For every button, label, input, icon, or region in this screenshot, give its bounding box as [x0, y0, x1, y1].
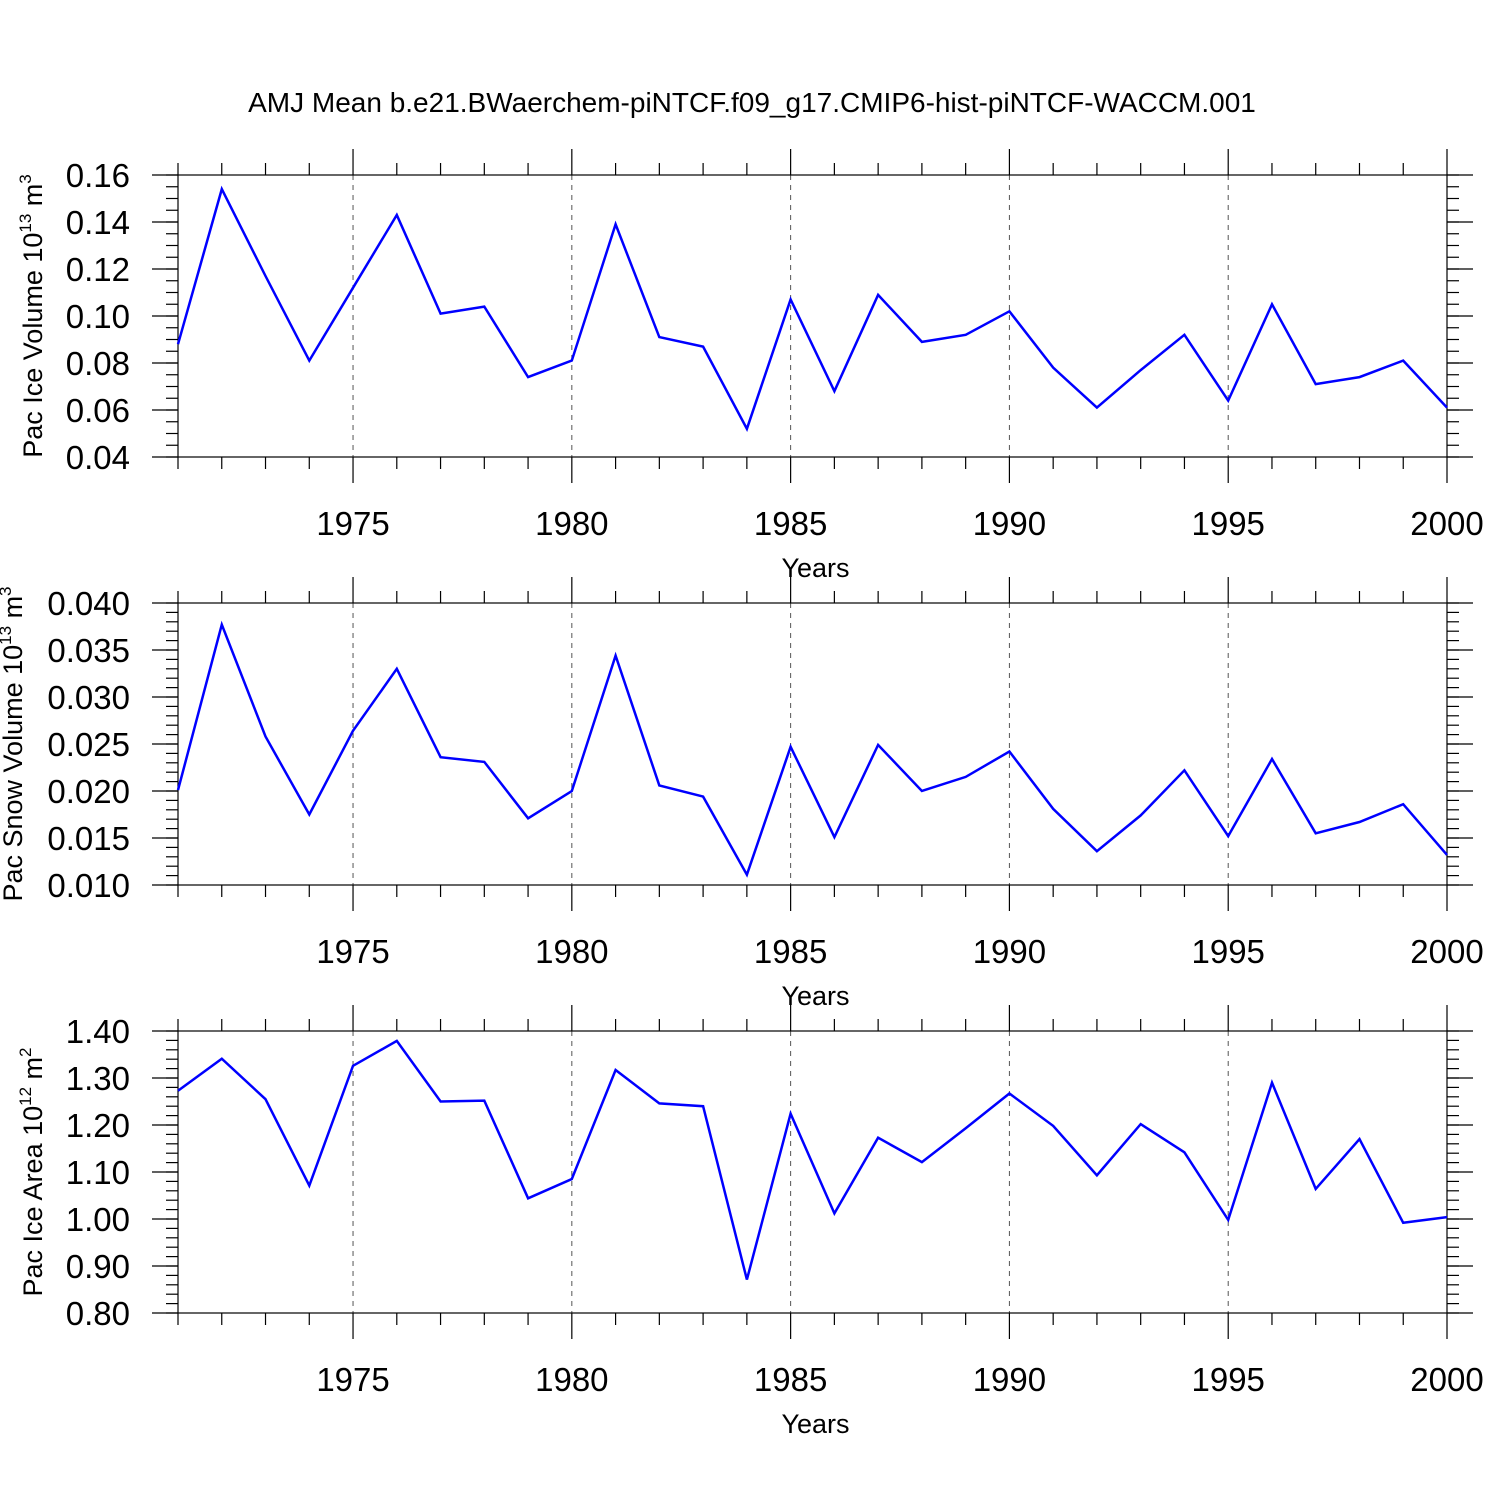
panels-container: 1975 1980 1985 1990 1995 2000 0.04 0.06 0.08 0.10… [0, 149, 1484, 1439]
y-tick-label: 0.035 [47, 632, 130, 669]
y-tick-label: 0.06 [66, 392, 130, 429]
x-tick-label-1975: 1975 [316, 933, 389, 970]
chart-panel-2: 1975 1980 1985 1990 1995 2000 0.010 0.015 0.020 0… [0, 577, 1484, 1011]
y-tick-label: 0.030 [47, 679, 130, 716]
y-tick-label: 0.08 [66, 345, 130, 382]
figure-title: AMJ Mean b.e21.BWaerchem-piNTCF.f09_g17.… [248, 87, 1256, 118]
y-tick-label: 0.14 [66, 204, 130, 241]
x-tick-label-1985: 1985 [754, 505, 827, 542]
y-tick-label: 0.025 [47, 726, 130, 763]
series-line-1 [177, 1039, 1448, 1280]
x-tick-label-1995: 1995 [1191, 933, 1264, 970]
x-tick-label-1980: 1980 [535, 505, 608, 542]
y-tick-label: 0.015 [47, 820, 130, 857]
x-tick-label-1975: 1975 [316, 505, 389, 542]
plot-frame [177, 602, 1448, 886]
y-tick-label: 0.010 [47, 867, 130, 904]
x-tick-label-2000: 2000 [1410, 1361, 1483, 1398]
y-tick-label: 1.40 [66, 1013, 130, 1050]
series-line-1 [176, 620, 1448, 878]
y-axis-label: Pac Ice Volume 1013 m3 [16, 174, 48, 458]
x-tick-label-2000: 2000 [1410, 505, 1483, 542]
x-axis-label: Years [781, 981, 849, 1011]
x-tick-label-1980: 1980 [535, 933, 608, 970]
y-axis-label: Pac Snow Volume 1013 m3 [0, 586, 28, 901]
y-tick-label: 0.90 [66, 1248, 130, 1285]
x-tick-label-1995: 1995 [1191, 1361, 1264, 1398]
y-tick-label: 1.30 [66, 1060, 130, 1097]
y-tick-label: 0.16 [66, 157, 130, 194]
y-tick-label: 0.020 [47, 773, 130, 810]
x-tick-label-1990: 1990 [973, 505, 1046, 542]
x-tick-label-1995: 1995 [1191, 505, 1264, 542]
y-tick-label: 1.10 [66, 1154, 130, 1191]
y-tick-label: 0.80 [66, 1295, 130, 1332]
x-tick-label-1990: 1990 [973, 1361, 1046, 1398]
plot-frame [177, 1030, 1448, 1314]
plot-frame [177, 174, 1448, 458]
y-tick-label: 0.040 [47, 585, 130, 622]
x-tick-label-1990: 1990 [973, 933, 1046, 970]
x-tick-label-1980: 1980 [535, 1361, 608, 1398]
chart-panel-3: 1975 1980 1985 1990 1995 2000 0.80 0.90 1.00 1.10… [16, 1005, 1484, 1439]
x-axis-label: Years [781, 1409, 849, 1439]
x-axis-label: Years [781, 553, 849, 583]
x-tick-label-1985: 1985 [754, 933, 827, 970]
y-tick-label: 0.04 [66, 439, 130, 476]
y-tick-label: 1.20 [66, 1107, 130, 1144]
y-tick-label: 0.12 [66, 251, 130, 288]
x-tick-label-1985: 1985 [754, 1361, 827, 1398]
x-tick-label-2000: 2000 [1410, 933, 1483, 970]
series-line-1 [176, 185, 1448, 432]
y-tick-label: 1.00 [66, 1201, 130, 1238]
y-axis-label: Pac Ice Area 1012 m2 [16, 1047, 48, 1296]
y-tick-label: 0.10 [66, 298, 130, 335]
x-tick-label-1975: 1975 [316, 1361, 389, 1398]
chart-panel-1: 1975 1980 1985 1990 1995 2000 0.04 0.06 0.08 0.10… [16, 149, 1484, 583]
